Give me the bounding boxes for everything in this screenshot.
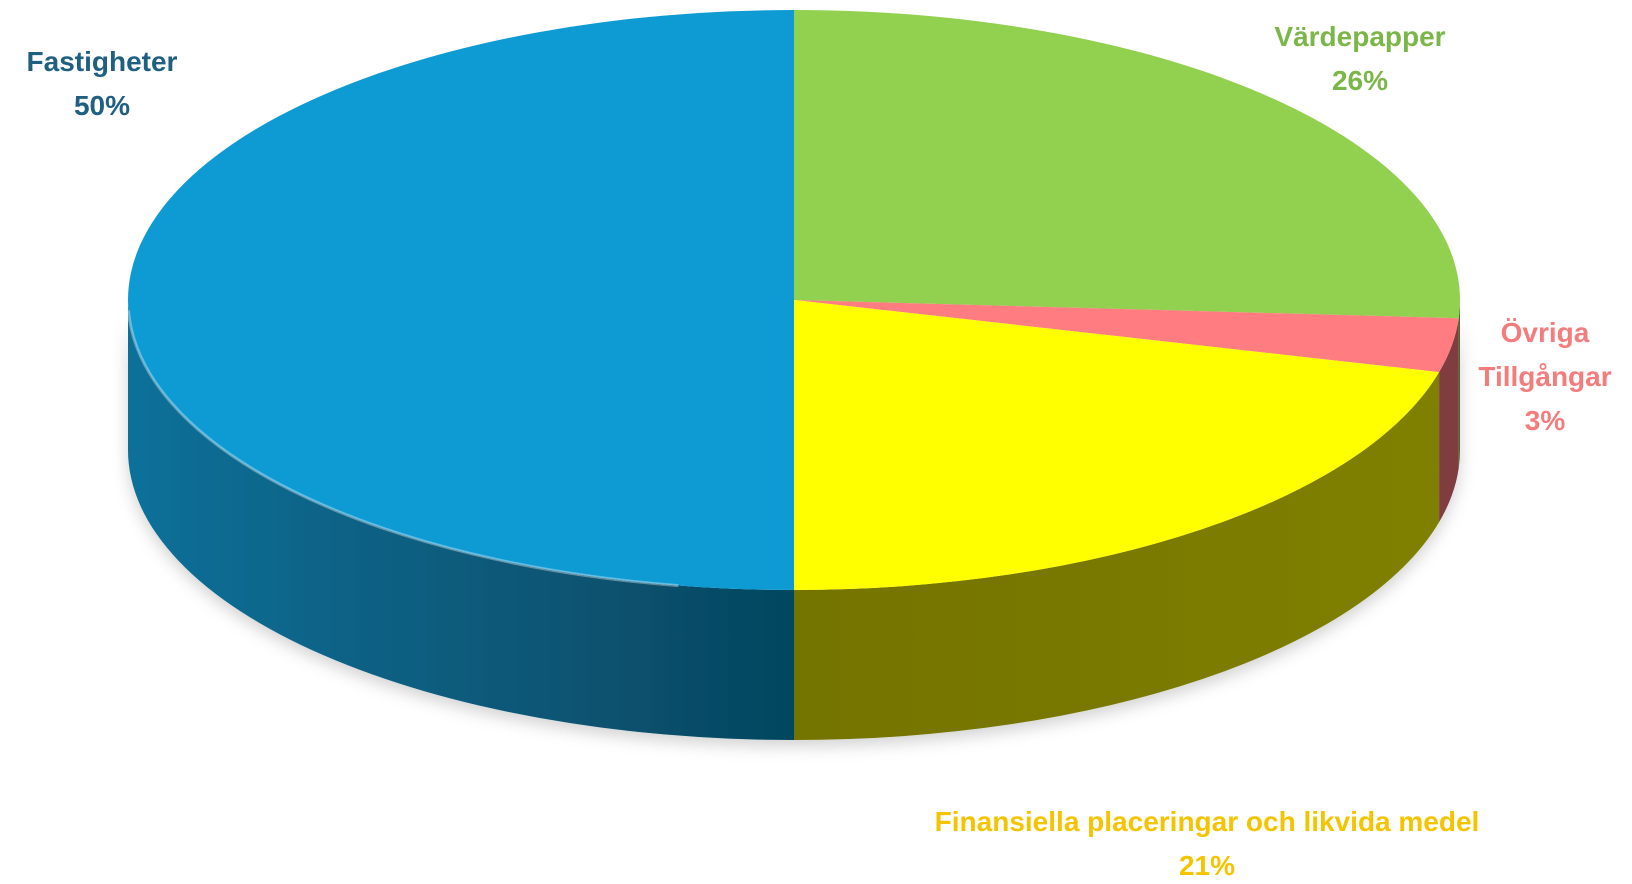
slice-side xyxy=(1439,318,1459,523)
label-category: Finansiella placeringar och likvida mede… xyxy=(934,806,1480,837)
slice xyxy=(794,300,1459,373)
label-category: Värdepapper xyxy=(1274,21,1446,52)
label-value: 50% xyxy=(73,90,131,121)
rim-highlight xyxy=(126,309,679,588)
slice xyxy=(128,10,794,590)
slice xyxy=(794,300,1440,590)
data-label: Fastigheter 50% xyxy=(2,40,202,128)
label-category: Övriga Tillgångar xyxy=(1478,317,1612,392)
label-value: 3% xyxy=(1524,405,1566,436)
slice-side xyxy=(1458,300,1460,469)
label-category: Fastigheter xyxy=(26,46,178,77)
data-label: Värdepapper 26% xyxy=(1220,15,1500,103)
label-value: 26% xyxy=(1331,65,1389,96)
slice-side xyxy=(794,372,1440,740)
data-label: Finansiella placeringar och likvida mede… xyxy=(857,800,1557,884)
slice xyxy=(794,10,1460,319)
data-label: Övriga Tillgångar 3% xyxy=(1465,311,1625,443)
label-value: 21% xyxy=(1178,850,1236,881)
slice-side xyxy=(128,300,794,740)
